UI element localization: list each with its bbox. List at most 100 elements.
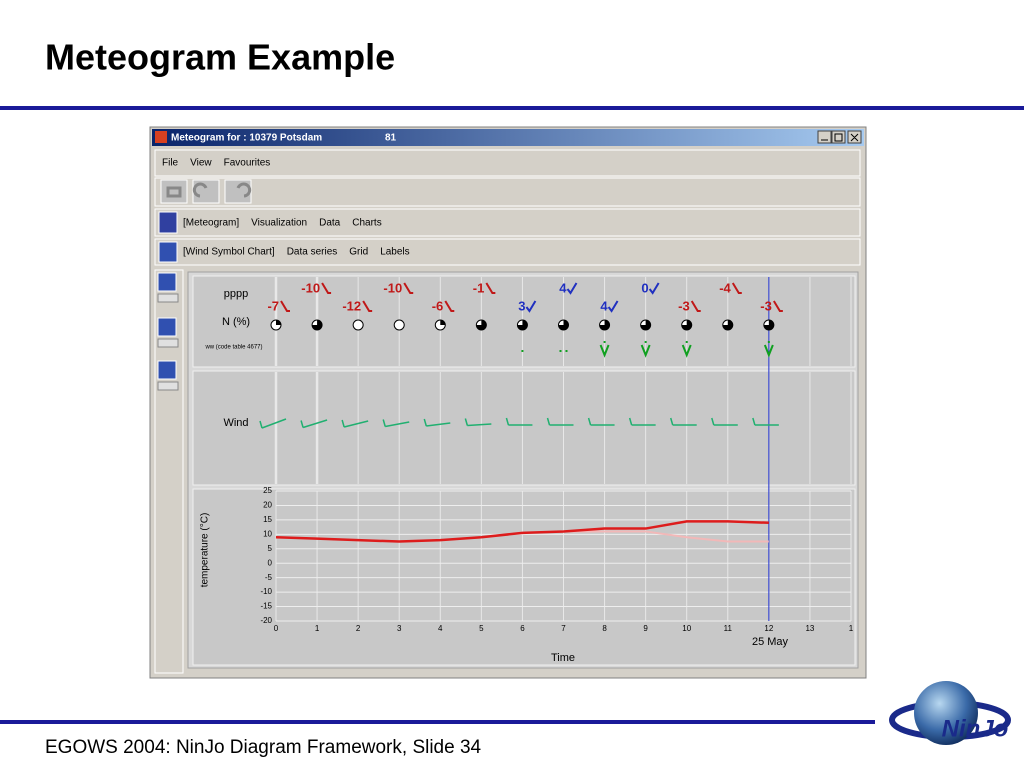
menu-item[interactable]: Data (319, 218, 341, 229)
y-tick-label: -15 (260, 602, 272, 611)
temperature-line (275, 520, 769, 543)
minimize-button[interactable] (817, 130, 832, 144)
cloud-fill (440, 320, 446, 325)
tendency-symbol (772, 300, 783, 312)
y-tick-label: -5 (265, 573, 273, 582)
pressure-tendency: 0 (641, 280, 648, 295)
menu-item[interactable]: Visualization (251, 218, 307, 229)
cloud-fill (276, 320, 281, 325)
menu-item[interactable]: Data series (287, 247, 338, 258)
y-tick-label: -10 (260, 587, 272, 596)
tendency-symbol (362, 300, 373, 312)
date-label: 25 May (752, 636, 789, 648)
cloud-fill (722, 320, 733, 330)
menu-item[interactable]: Labels (380, 247, 409, 258)
x-tick-label: 6 (520, 624, 525, 633)
cloud-fill (517, 320, 528, 330)
wind-barb (628, 417, 656, 426)
menu-item[interactable]: Charts (352, 218, 381, 229)
meteogram-icon (158, 211, 178, 234)
logo-text: NinJo (942, 715, 1009, 742)
menu-item[interactable]: File (162, 158, 179, 169)
menu-item[interactable]: [Wind Symbol Chart] (183, 247, 275, 258)
weather-symbol (640, 341, 651, 358)
x-axis-label: Time (551, 652, 575, 664)
app-icon (155, 131, 167, 143)
wind-barb (341, 419, 369, 428)
wind-barb (300, 419, 328, 429)
tendency-symbol (731, 282, 742, 294)
sidebar (154, 269, 184, 674)
pressure-tendency: -3 (678, 298, 690, 313)
x-tick-label: 10 (682, 624, 691, 633)
cloud-fill (763, 320, 774, 330)
toolbar-row (154, 208, 861, 237)
tendency-symbol (403, 282, 414, 294)
x-tick-label: 3 (397, 624, 402, 633)
pressure-tendency: -10 (301, 280, 320, 295)
y-tick-label: 15 (263, 515, 272, 524)
wind-barb (711, 417, 738, 426)
wind-barb (423, 418, 451, 427)
x-tick-label: 0 (274, 624, 279, 633)
wind-label: Wind (223, 417, 248, 429)
x-tick-label: 2 (356, 624, 361, 633)
wind-barb (587, 417, 615, 426)
print-button[interactable] (160, 179, 188, 204)
wind-panel (192, 370, 856, 486)
tendency-symbol (690, 300, 701, 312)
wind-barb (669, 417, 697, 426)
pressure-tendency: 4 (600, 298, 608, 313)
weather-label: ww (code table 4677) (204, 345, 262, 351)
y-tick-label: 0 (268, 558, 273, 567)
toolbar-row (154, 238, 861, 266)
ninjo-logo: NinJo (889, 681, 1011, 745)
chart-icon (158, 241, 178, 263)
toolbar-buttons[interactable] (160, 179, 252, 204)
temperature-panel (192, 488, 856, 666)
x-tick-label: 5 (479, 624, 484, 633)
cloud-fill (312, 320, 323, 330)
cloud-circle (352, 319, 364, 331)
pressure-tendency: 3 (518, 298, 525, 313)
x-tick-label: 4 (438, 624, 443, 633)
y-tick-label: 20 (263, 501, 272, 510)
menu-item[interactable]: Favourites (224, 158, 271, 169)
toolbar (154, 177, 861, 207)
x-tick-label: 1 (849, 624, 854, 633)
y-tick-label: 25 (263, 486, 272, 495)
pressure-tendency: 4 (559, 280, 567, 295)
title-bar (152, 129, 864, 146)
wind-barb (546, 417, 574, 426)
menu-bar (154, 149, 861, 177)
cloud-fill (681, 320, 692, 330)
pressure-label: pppp (224, 288, 248, 300)
x-tick-label: 11 (724, 624, 733, 633)
window-controls[interactable] (817, 130, 862, 144)
cloud-fill (558, 320, 569, 330)
tendency-symbol (607, 300, 619, 313)
cloud-fill (640, 320, 651, 330)
menu-item[interactable]: View (190, 158, 212, 169)
pressure-tendency: -3 (760, 298, 772, 313)
weather-symbol (681, 341, 692, 358)
window-title: Meteogram for : 10379 Potsdam (171, 133, 322, 144)
tendency-symbol (648, 282, 660, 295)
tendency-symbol (321, 282, 332, 294)
sidebar-button[interactable] (157, 272, 177, 292)
slide-title: Meteogram Example (45, 37, 395, 78)
menu-item[interactable]: Grid (349, 247, 368, 258)
pressure-tendency: -10 (383, 280, 402, 295)
x-tick-label: 1 (315, 624, 320, 633)
menu-item[interactable]: [Meteogram] (183, 218, 239, 229)
marks: -7 -10 -12 -10 -6 -1 3 4 4 0 -3 -4 -3 (259, 277, 783, 621)
sidebar-button[interactable] (157, 317, 177, 337)
tendency-symbol (566, 282, 578, 295)
x-tick-label: 7 (561, 624, 566, 633)
cloud-circle (393, 319, 405, 331)
wind-barb (464, 418, 492, 427)
sidebar-button[interactable] (157, 360, 177, 380)
cloud-fill (476, 320, 487, 330)
pressure-tendency: -7 (267, 298, 279, 313)
pressure-tendency: -4 (719, 280, 731, 295)
